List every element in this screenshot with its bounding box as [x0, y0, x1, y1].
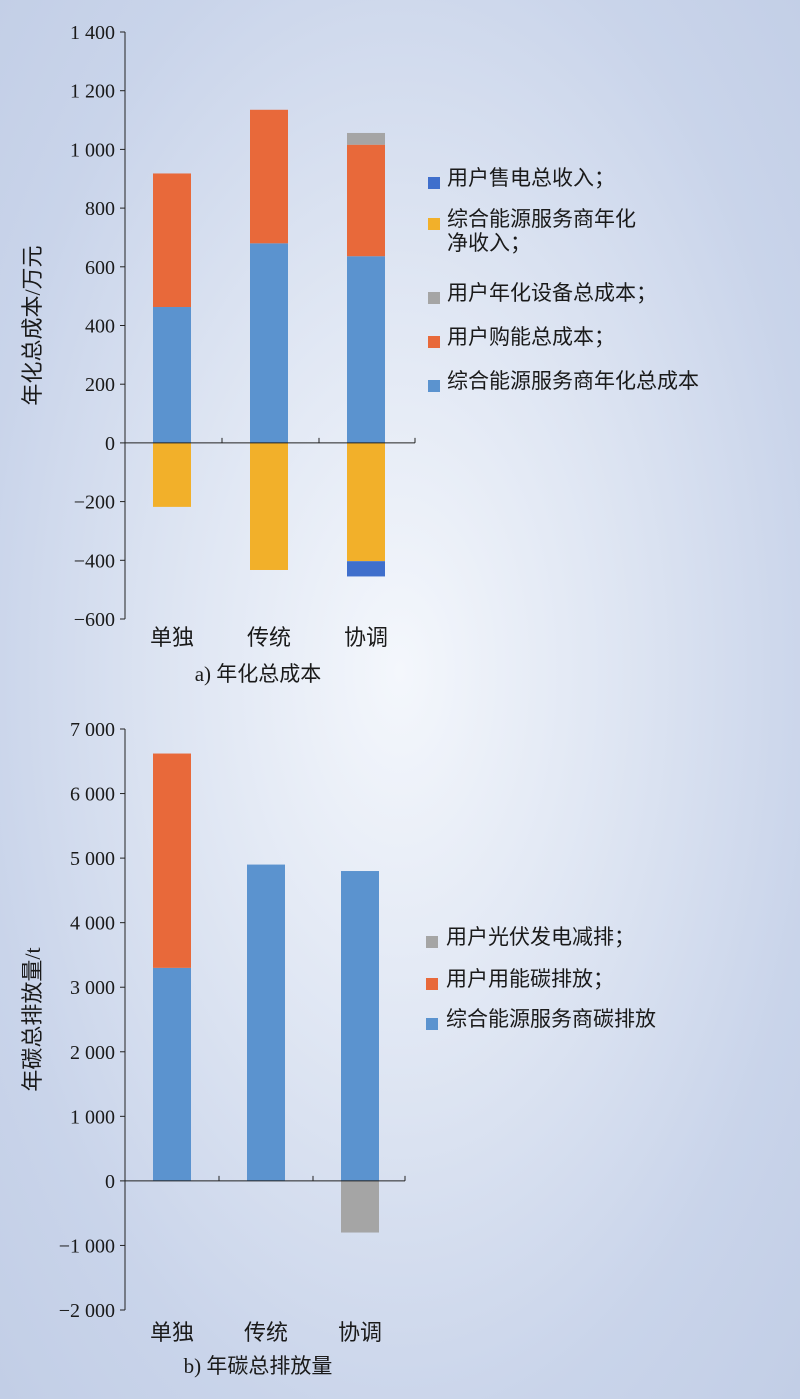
bar-协调-series-2 — [341, 1180, 379, 1233]
bar-协调-series-0 — [347, 256, 385, 443]
y-tick-label: −2 000 — [59, 1300, 115, 1322]
bar-协调-series-0 — [341, 871, 379, 1181]
bar-单独-series-3 — [153, 442, 191, 507]
bar-单独-series-0 — [153, 967, 191, 1181]
y-tick-label: −200 — [74, 492, 115, 514]
legend-label: 用户用能碳排放； — [446, 967, 614, 991]
legend-label: 用户年化设备总成本； — [447, 281, 657, 305]
legend-label: 用户售电总收入； — [447, 166, 615, 190]
y-tick-label: 4 000 — [70, 913, 115, 935]
y-tick-label: 1 000 — [70, 1106, 115, 1128]
legend-swatch — [428, 336, 440, 348]
bar-单独-series-1 — [153, 173, 191, 308]
chart-caption: a) 年化总成本 — [195, 662, 322, 686]
bar-传统-series-3 — [250, 442, 288, 570]
chart-annual-carbon-emission: −2 000 −1 000 0 1 000 2 000 3 000 4 000 5 000 6 … — [20, 719, 656, 1378]
y-tick-label: 0 — [105, 433, 115, 455]
y-tick-label: 400 — [85, 316, 115, 338]
bars — [153, 753, 379, 1233]
x-tick-label: 传统 — [247, 625, 291, 650]
y-tick-label: 200 — [85, 374, 115, 396]
legend-swatch — [428, 292, 440, 304]
legend-label: 综合能源服务商年化总成本 — [447, 369, 699, 393]
bar-传统-series-0 — [247, 864, 285, 1181]
bar-协调-series-4 — [347, 561, 385, 577]
y-tick-label: 1 000 — [70, 139, 115, 161]
legend-label-line: 净收入； — [447, 231, 531, 255]
y-tick-label: 2 000 — [70, 1042, 115, 1064]
chart-caption: b) 年碳总排放量 — [184, 1354, 333, 1378]
x-tick-label: 单独 — [150, 625, 194, 650]
bar-传统-series-0 — [250, 243, 288, 443]
x-tick-label: 传统 — [244, 1320, 288, 1345]
chart-annualized-total-cost: −600 −400 −200 0 200 400 600 800 1 000 1 200 1 400… — [20, 22, 699, 686]
legend: 用户光伏发电减排； 用户用能碳排放； 综合能源服务商碳排放 — [426, 925, 656, 1031]
y-tick-label: 5 000 — [70, 848, 115, 870]
legend-swatch — [428, 218, 440, 230]
legend-label: 用户光伏发电减排； — [446, 925, 635, 949]
x-tick-label: 单独 — [150, 1320, 194, 1345]
legend-swatch — [426, 978, 438, 990]
legend-swatch — [428, 177, 440, 189]
bar-协调-series-3 — [347, 442, 385, 562]
x-tick-label: 协调 — [344, 625, 388, 650]
y-tick-label: 7 000 — [70, 719, 115, 741]
legend-swatch — [428, 380, 440, 392]
y-tick-label: 800 — [85, 198, 115, 220]
y-tick-label: 1 200 — [70, 81, 115, 103]
x-tick-label: 协调 — [338, 1320, 382, 1345]
bar-协调-series-2 — [347, 132, 385, 145]
legend-label: 用户购能总成本； — [447, 325, 615, 349]
y-tick-label: −600 — [74, 609, 115, 631]
y-tick-label: −400 — [74, 550, 115, 572]
legend-swatch — [426, 1018, 438, 1030]
y-tick-label: 600 — [85, 257, 115, 279]
bar-单独-series-1 — [153, 753, 191, 968]
legend-label-line: 综合能源服务商年化 — [447, 207, 636, 231]
bar-单独-series-0 — [153, 307, 191, 443]
legend-label: 综合能源服务商碳排放 — [446, 1007, 656, 1031]
y-axis-title: 年化总成本/万元 — [20, 245, 45, 405]
y-tick-label: −1 000 — [59, 1235, 115, 1257]
bar-协调-series-1 — [347, 144, 385, 257]
y-tick-label: 3 000 — [70, 977, 115, 999]
legend-swatch — [426, 936, 438, 948]
y-tick-label: 1 400 — [70, 22, 115, 44]
bar-传统-series-1 — [250, 109, 288, 244]
legend-label: 综合能源服务商年化净收入； — [447, 207, 636, 255]
legend: 用户售电总收入； 综合能源服务商年化净收入； 用户年化设备总成本； 用户购能总成本； 综… — [428, 166, 699, 393]
bars — [153, 109, 385, 577]
y-tick-label: 0 — [105, 1171, 115, 1193]
y-tick-label: 6 000 — [70, 784, 115, 806]
y-axis-title: 年碳总排放量/t — [20, 947, 45, 1091]
